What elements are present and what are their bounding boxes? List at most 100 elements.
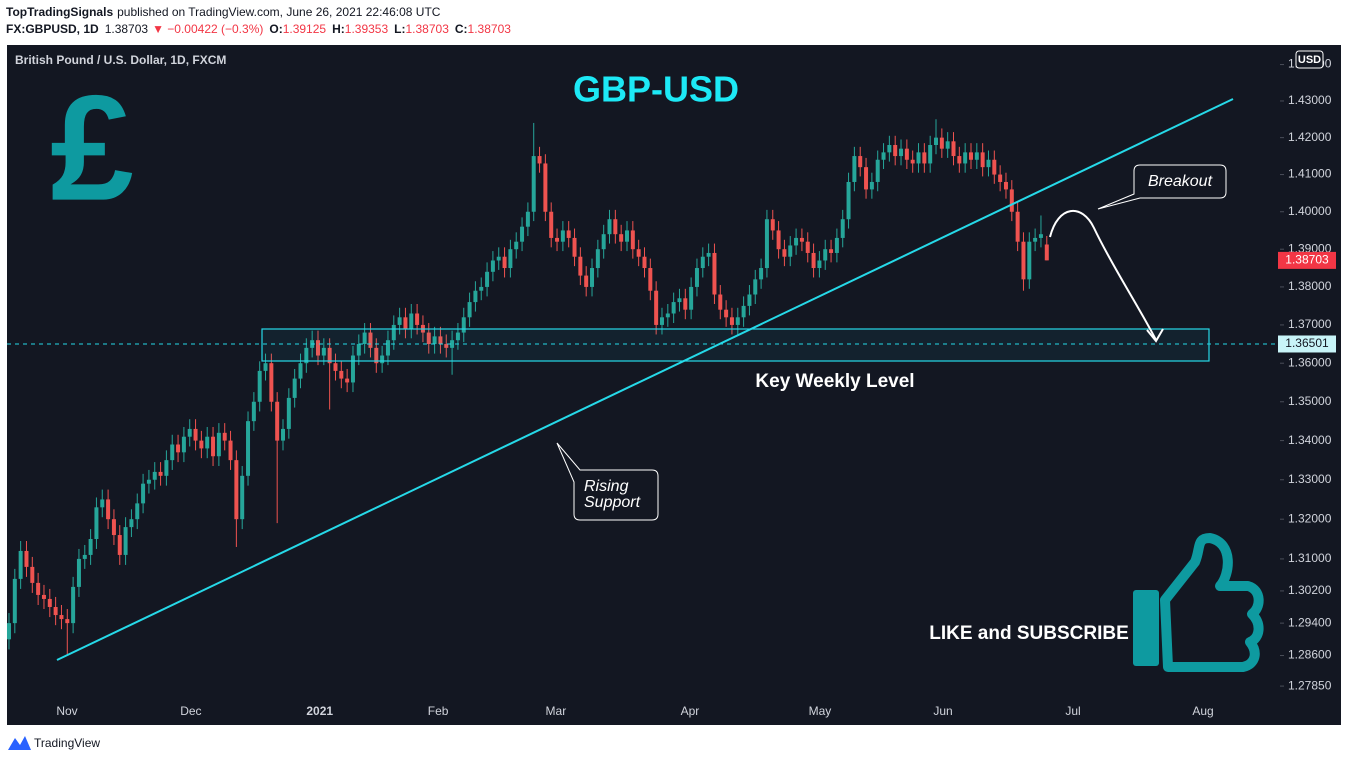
y-tick-label: 1.29400 xyxy=(1288,615,1332,629)
candle-body xyxy=(234,460,239,520)
candle-body xyxy=(904,148,909,160)
candle-body xyxy=(286,397,291,429)
candle-body xyxy=(992,159,997,175)
candle-body xyxy=(1003,181,1008,190)
candle-body xyxy=(846,181,851,220)
candle-body xyxy=(41,594,46,599)
candle-body xyxy=(211,436,216,457)
y-tick-label: 1.27850 xyxy=(1288,678,1332,692)
candle-body xyxy=(1027,241,1032,280)
candle-body xyxy=(951,141,956,157)
candle-body xyxy=(549,211,554,238)
candle-body xyxy=(444,344,449,348)
candle-body xyxy=(450,340,455,348)
y-tick-label: 1.36000 xyxy=(1288,355,1332,369)
candle-body xyxy=(6,623,11,640)
candle-body xyxy=(222,432,227,441)
candle-body xyxy=(654,290,659,325)
y-tick-label: 1.38000 xyxy=(1288,279,1332,293)
candle-body xyxy=(415,313,420,325)
candle-body xyxy=(881,152,886,160)
x-tick-label: Jun xyxy=(933,704,952,718)
breakout-callout xyxy=(1097,164,1227,210)
symbol: FX:GBPUSD, 1D xyxy=(6,22,99,36)
brand: TradingView xyxy=(34,736,100,750)
candle-body xyxy=(426,332,431,345)
candle-body xyxy=(181,436,186,453)
candle-body xyxy=(216,432,221,457)
candle-body xyxy=(584,275,589,287)
candle-body xyxy=(380,355,385,364)
candle-body xyxy=(712,252,717,295)
candle-body xyxy=(694,268,699,287)
candle-body xyxy=(496,256,501,261)
candle-body xyxy=(36,582,41,595)
candle-body xyxy=(875,159,880,182)
candle-body xyxy=(864,167,869,190)
logo-mark xyxy=(8,736,31,750)
candle-body xyxy=(840,219,845,238)
candle-body xyxy=(479,286,484,291)
ohlc-label: H: xyxy=(332,22,345,36)
candle-body xyxy=(164,460,169,476)
candle-body xyxy=(508,249,513,269)
candle-body xyxy=(199,440,204,449)
candle-body xyxy=(345,378,350,383)
candle-body xyxy=(974,152,979,160)
chart-title: GBP-USD xyxy=(573,69,739,110)
y-tick-label: 1.35000 xyxy=(1288,394,1332,408)
candle-body xyxy=(700,256,705,269)
candle-body xyxy=(228,440,233,461)
candle-body xyxy=(76,558,81,587)
candle-body xyxy=(1021,241,1026,280)
candle-body xyxy=(123,527,128,555)
y-tick-label: 1.32000 xyxy=(1288,511,1332,525)
candle-body xyxy=(706,252,711,257)
candle-body xyxy=(100,499,105,508)
candle-body xyxy=(65,619,70,624)
candle-body xyxy=(922,152,927,164)
trend-line xyxy=(56,98,1234,661)
support-callout xyxy=(556,442,659,521)
candle-body xyxy=(607,219,612,235)
footer-logo: TradingView xyxy=(8,736,100,750)
candle-body xyxy=(275,401,280,441)
x-tick-label: May xyxy=(809,704,832,718)
x-tick-label: 2021 xyxy=(306,704,333,718)
candle-body xyxy=(53,606,58,616)
candle-body xyxy=(129,519,134,528)
candle-body xyxy=(432,336,437,345)
candle-body xyxy=(24,550,29,567)
candle-body xyxy=(858,156,863,168)
candle-body xyxy=(782,249,787,257)
level-label: 1.36501 xyxy=(1285,336,1329,350)
candle-body xyxy=(397,317,402,325)
candle-body xyxy=(619,234,624,242)
candle-body xyxy=(350,355,355,383)
candle-body xyxy=(659,317,664,325)
candle-body xyxy=(304,347,309,364)
currency-badge xyxy=(1295,50,1324,69)
candle-body xyxy=(834,237,839,253)
candle-body xyxy=(829,249,834,253)
ohlc-value: 1.39353 xyxy=(345,22,389,36)
candle-body xyxy=(246,421,251,476)
candle-body xyxy=(281,428,286,441)
x-tick-label: Dec xyxy=(180,704,201,718)
candle-body xyxy=(385,340,390,356)
x-tick-label: Aug xyxy=(1192,704,1213,718)
candle-body xyxy=(30,566,35,583)
axis-bg xyxy=(1280,45,1341,725)
forecast-arrow xyxy=(1049,210,1157,341)
y-tick-label: 1.42000 xyxy=(1288,130,1332,144)
candle-body xyxy=(368,332,373,348)
cta-label: LIKE and SUBSCRIBE xyxy=(929,623,1129,644)
candle-body xyxy=(1038,234,1043,238)
candle-body xyxy=(572,237,577,257)
candle-body xyxy=(111,519,116,536)
candle-body xyxy=(531,156,536,212)
candle-body xyxy=(94,507,99,540)
chart-panel xyxy=(7,45,1341,725)
y-tick-label: 1.40000 xyxy=(1288,204,1332,218)
